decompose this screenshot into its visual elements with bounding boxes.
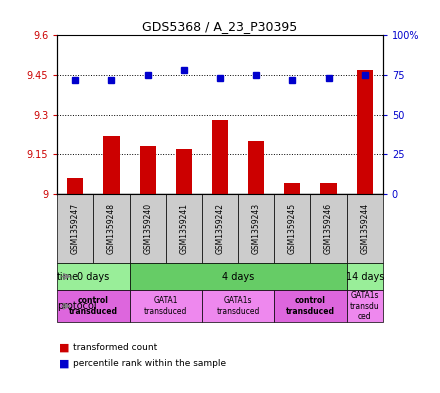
Text: percentile rank within the sample: percentile rank within the sample (73, 359, 226, 368)
Text: GSM1359242: GSM1359242 (216, 203, 224, 254)
Bar (57, 194, 93, 263)
Bar (57, 290, 129, 322)
Text: GSM1359247: GSM1359247 (71, 203, 80, 254)
Text: GATA1
transduced: GATA1 transduced (144, 296, 187, 316)
Text: GSM1359248: GSM1359248 (107, 203, 116, 254)
Text: GSM1359243: GSM1359243 (252, 203, 260, 254)
Bar (103, 136, 120, 194)
Bar (67, 178, 84, 194)
Text: GSM1359241: GSM1359241 (180, 203, 188, 254)
Bar (202, 290, 274, 322)
Bar (129, 194, 166, 263)
Title: GDS5368 / A_23_P30395: GDS5368 / A_23_P30395 (143, 20, 297, 33)
Text: protocol: protocol (57, 301, 97, 311)
Bar (176, 149, 192, 194)
Bar (274, 290, 347, 322)
Text: GSM1359240: GSM1359240 (143, 203, 152, 254)
Bar (212, 120, 228, 194)
Bar (274, 194, 311, 263)
Text: time: time (57, 272, 79, 281)
Bar (347, 263, 383, 290)
Bar (139, 146, 156, 194)
Bar (238, 194, 274, 263)
Bar (356, 70, 373, 194)
Bar (320, 183, 337, 194)
Text: control
transduced: control transduced (69, 296, 118, 316)
Text: GSM1359245: GSM1359245 (288, 203, 297, 254)
Bar (129, 263, 347, 290)
Text: GATA1s
transdu
ced: GATA1s transdu ced (350, 291, 380, 321)
Bar (166, 194, 202, 263)
Bar (347, 194, 383, 263)
Text: 4 days: 4 days (222, 272, 254, 281)
Bar (93, 194, 129, 263)
Text: ■: ■ (59, 358, 70, 369)
Bar (248, 141, 264, 194)
Text: GSM1359244: GSM1359244 (360, 203, 369, 254)
Text: 0 days: 0 days (77, 272, 110, 281)
Text: GATA1s
transduced: GATA1s transduced (216, 296, 260, 316)
Bar (284, 183, 301, 194)
Bar (202, 194, 238, 263)
Bar (347, 290, 383, 322)
Text: transformed count: transformed count (73, 343, 157, 352)
Bar (57, 263, 129, 290)
Text: ■: ■ (59, 343, 70, 353)
Text: GSM1359246: GSM1359246 (324, 203, 333, 254)
Text: control
transduced: control transduced (286, 296, 335, 316)
Text: 14 days: 14 days (345, 272, 384, 281)
Bar (129, 290, 202, 322)
Bar (311, 194, 347, 263)
